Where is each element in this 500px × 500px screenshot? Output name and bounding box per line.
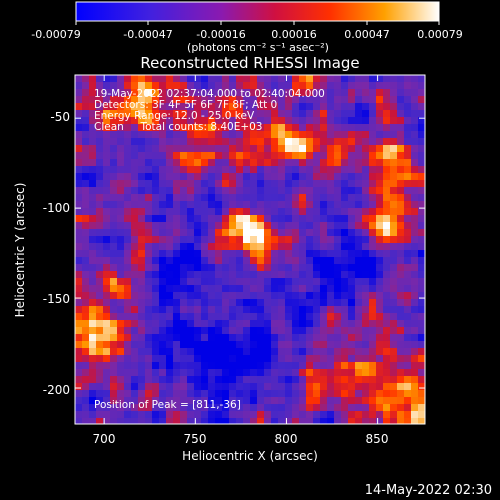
annotation-peak-position: Position of Peak = [811,-36] [94,399,241,411]
colorbar [75,1,440,22]
annotation-clean-counts: Clean Total counts: 8.40E+03 [94,121,263,133]
colorbar-unit-label: (photons cm⁻² s⁻¹ asec⁻²) [187,41,329,54]
x-tick-label-800: 800 [275,432,298,446]
y-tick-label-neg50: -50 [50,110,70,124]
plot-title: Reconstructed RHESSI Image [140,54,359,72]
y-tick-label-neg200: -200 [43,383,70,397]
colorbar-tick-label-4: 0.00047 [344,28,390,41]
colorbar-tick-label-5: 0.00079 [417,28,463,41]
annotation-detectors: Detectors: 3F 4F 5F 6F 7F 8F; Att 0 [94,99,277,111]
plot-frame [74,74,426,425]
y-tick-label-neg100: -100 [43,201,70,215]
colorbar-tick-label-0: -0.00079 [31,28,80,41]
colorbar-ticks [75,21,440,25]
x-tick-label-700: 700 [93,432,116,446]
x-axis-label: Heliocentric X (arcsec) [182,449,318,463]
x-tick-label-850: 850 [366,432,389,446]
axis-ticks [75,75,425,424]
footer-timestamp: 14-May-2022 02:30 [365,483,492,498]
y-tick-label-neg150: -150 [43,292,70,306]
colorbar-tick-label-3: 0.00016 [271,28,317,41]
annotation-energy-range: Energy Range: 12.0 - 25.0 keV [94,110,255,122]
y-axis-label: Heliocentric Y (arcsec) [13,183,27,318]
colorbar-tick-label-1: -0.00047 [123,28,172,41]
annotation-time-range: 19-May-2022 02:37:04.000 to 02:40:04.000 [94,88,325,100]
x-tick-label-750: 750 [184,432,207,446]
colorbar-tick-label-2: -0.00016 [196,28,245,41]
image-heatmap [75,75,425,424]
